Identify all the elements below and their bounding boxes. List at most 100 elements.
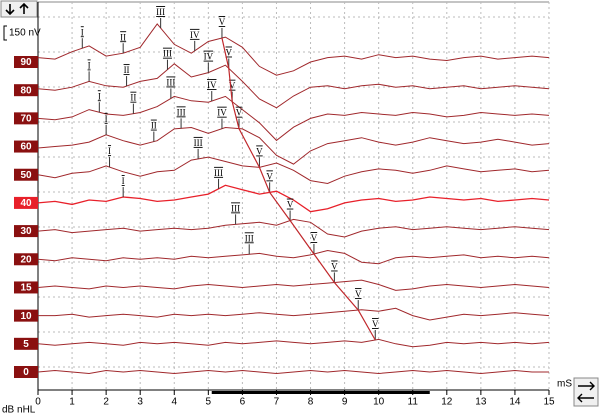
x-tick-label: 14 (509, 397, 521, 408)
level-box (14, 112, 38, 125)
level-box (14, 56, 38, 68)
level-label: 40 (20, 198, 32, 209)
x-tick-label: 4 (171, 397, 177, 408)
level-box (14, 168, 38, 181)
level-label: 30 (20, 226, 32, 237)
level-label: 0 (23, 367, 29, 378)
level-label: 60 (20, 142, 32, 153)
level-box (14, 337, 38, 350)
level-box (14, 196, 38, 209)
peak-label: I (81, 27, 84, 37)
x-tick-label: 15 (543, 397, 555, 408)
trace-group: 0 (14, 366, 549, 378)
peak-label: III (163, 49, 172, 59)
peak-label: III (231, 203, 240, 213)
trace-group: 15 V (14, 262, 550, 294)
peak-label: V (311, 233, 318, 243)
peak-label: III (194, 138, 203, 148)
x-tick-label: 0 (35, 397, 41, 408)
peak-label: V (331, 262, 338, 272)
waveform (37, 95, 550, 142)
peak-label: III (156, 7, 165, 17)
level-label: 15 (20, 283, 32, 294)
x-tick-label: 2 (103, 397, 109, 408)
trace-group: 10 V (14, 289, 550, 322)
level-label: 10 (20, 311, 32, 322)
peak-label: V (236, 108, 243, 118)
x-tick-label: 6 (240, 397, 246, 408)
waveform (37, 184, 550, 213)
peak-label: I (105, 114, 108, 124)
peak-label: II (130, 93, 136, 103)
waveform (37, 63, 550, 109)
peak-label: II (151, 121, 157, 131)
waveform (37, 156, 550, 185)
trace-group: 30 III V (14, 200, 550, 238)
peak-label: II (120, 32, 126, 42)
waveform (37, 126, 550, 165)
x-tick-label: 3 (137, 397, 143, 408)
trace-group: 20 III V (14, 233, 550, 266)
level-box (14, 366, 38, 378)
waveform (37, 279, 550, 291)
level-box (14, 309, 38, 322)
waveform (37, 249, 550, 265)
peak-label: V (266, 171, 273, 181)
peak-label: I (88, 60, 91, 70)
level-axis-label: dB nHL (2, 405, 36, 416)
sort-buttons[interactable] (0, 0, 38, 18)
scroll-arrows[interactable] (577, 381, 595, 403)
peak-label: I (108, 146, 111, 156)
peak-label: I (122, 176, 125, 186)
level-label: 80 (20, 85, 32, 96)
scroll-button-box[interactable] (573, 377, 599, 407)
peak-label: III (214, 168, 223, 178)
scroll-buttons[interactable] (573, 377, 599, 407)
x-tick-label: 13 (475, 397, 487, 408)
peak-label: IV (190, 30, 200, 40)
peak-label: V (256, 146, 263, 156)
peak-label: V (219, 17, 226, 27)
peak-label: V (226, 48, 233, 58)
sort-button-box[interactable] (0, 0, 38, 18)
x-axis-label: mS (557, 379, 572, 390)
level-label: 5 (23, 339, 29, 350)
x-tick-label: 12 (441, 397, 453, 408)
scale-label: 150 nV (9, 28, 41, 39)
x-tick-label: 1 (69, 397, 75, 408)
peak-label: V (229, 81, 236, 91)
level-label: 70 (20, 114, 32, 125)
peak-label: IV (217, 108, 227, 118)
level-label: 90 (20, 57, 32, 68)
x-tick-label: 9 (342, 397, 348, 408)
level-label: 50 (20, 170, 32, 181)
analysis-window (211, 391, 430, 394)
waveform (37, 369, 549, 375)
level-box (14, 140, 38, 153)
peak-label: II (124, 65, 130, 75)
x-tick-label: 11 (408, 397, 419, 408)
level-box (14, 225, 38, 238)
latency-line (221, 37, 376, 341)
peak-label: I (98, 91, 101, 101)
sort-arrows[interactable] (5, 2, 29, 16)
level-label: 20 (20, 254, 32, 265)
waveform (37, 23, 550, 76)
x-tick-label: 5 (206, 397, 212, 408)
peak-label: V (355, 289, 362, 299)
peak-label: V (287, 200, 294, 210)
waveform (37, 218, 550, 238)
x-tick-label: 8 (308, 397, 314, 408)
waveform (37, 338, 550, 348)
peak-label: III (245, 233, 254, 243)
level-box (14, 253, 38, 266)
peak-label: V (372, 319, 379, 329)
level-box (14, 84, 38, 97)
peak-label: IV (204, 52, 214, 62)
x-tick-label: 7 (274, 397, 280, 408)
